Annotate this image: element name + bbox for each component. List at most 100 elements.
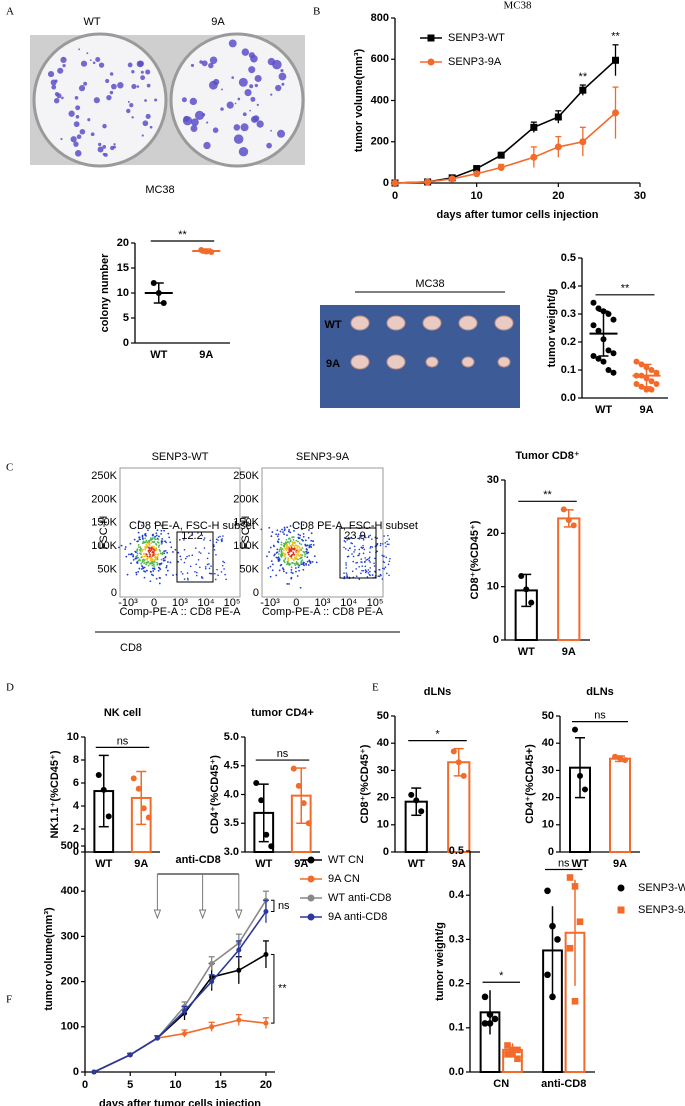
flow-event — [368, 557, 370, 560]
flow-event — [273, 554, 276, 557]
flow-event — [200, 576, 203, 579]
flow-event — [170, 546, 173, 549]
panel-letter: C — [6, 462, 13, 474]
flow-event — [288, 548, 291, 551]
data-point — [566, 944, 574, 952]
flow-event — [169, 561, 172, 564]
flow-event — [220, 571, 223, 573]
y-tick-label: 600 — [371, 53, 389, 65]
data-point — [209, 1024, 215, 1030]
flow-event — [297, 545, 300, 548]
flow-event — [132, 558, 135, 561]
data-point — [290, 765, 297, 772]
flow-event — [281, 528, 283, 531]
y-tick-label: 0.2 — [449, 978, 464, 990]
data-point — [571, 883, 579, 890]
flow-event — [135, 573, 138, 576]
flow-event — [150, 570, 152, 573]
flow-event — [271, 563, 274, 566]
flow-event — [307, 537, 310, 539]
flow-x-tick-label: -10³ — [260, 597, 280, 609]
flow-event — [288, 529, 290, 531]
flow-event — [300, 549, 303, 551]
data-point — [610, 369, 617, 376]
flow-event — [154, 553, 157, 556]
colony — [213, 78, 220, 86]
colony — [209, 56, 218, 64]
flow-event — [295, 557, 298, 560]
flow-event — [144, 558, 147, 561]
flow-event — [141, 537, 144, 540]
flow-event — [183, 561, 186, 564]
flow-event — [302, 532, 305, 535]
colony — [78, 48, 81, 51]
flow-event — [136, 552, 139, 555]
flow-event — [343, 537, 346, 539]
data-point — [554, 936, 561, 943]
flow-event — [308, 529, 310, 531]
y-tick-label: 3.5 — [224, 817, 239, 829]
flow-event — [296, 575, 299, 577]
colony — [89, 59, 92, 61]
flow-event — [277, 538, 280, 541]
flow-event — [129, 542, 132, 545]
flow-event — [345, 567, 347, 569]
flow-event — [201, 534, 204, 537]
flow-event — [203, 547, 206, 549]
flow-event — [286, 534, 288, 537]
flow-event — [353, 551, 355, 553]
flow-event — [221, 538, 223, 540]
flow-event — [291, 536, 294, 539]
flow-event — [298, 549, 301, 551]
flow-event — [306, 560, 309, 563]
flow-event — [374, 557, 376, 560]
flow-event — [291, 558, 294, 560]
y-tick-label: 0 — [123, 337, 129, 349]
data-point — [518, 573, 525, 579]
flow-event — [369, 551, 371, 553]
annotation: ** — [579, 71, 588, 83]
flow-event — [293, 530, 295, 532]
flow-event — [280, 554, 282, 557]
flow-event — [267, 567, 270, 569]
panel-letter: D — [6, 682, 14, 694]
colony — [74, 150, 82, 157]
y-tick-label: 50 — [542, 710, 554, 722]
colony — [190, 63, 195, 67]
flow-event — [147, 564, 150, 567]
flow-event — [369, 570, 371, 573]
flow-event — [189, 565, 192, 568]
legend-marker — [307, 894, 315, 902]
flow-event — [373, 562, 375, 565]
flow-event — [150, 542, 153, 545]
flow-event — [162, 557, 165, 560]
flow-event — [294, 557, 296, 560]
flow-event — [276, 529, 279, 532]
flow-event — [163, 550, 166, 553]
flow-event — [294, 564, 297, 567]
x-tick-label: 9A — [452, 858, 466, 870]
legend-marker — [307, 856, 315, 864]
data-point — [130, 775, 137, 782]
flow-event — [304, 550, 307, 553]
flow-event — [132, 554, 135, 557]
flow-event — [147, 542, 150, 545]
colony — [129, 103, 134, 108]
flow-event — [353, 545, 356, 548]
flow-event — [373, 565, 376, 567]
x-tick-label: 9A — [294, 858, 308, 870]
significance-label: ns — [594, 710, 606, 722]
flow-event — [376, 543, 379, 546]
flow-event — [282, 568, 285, 571]
legend-label: SENP3-WT — [448, 32, 505, 44]
flow-event — [343, 572, 345, 574]
flow-event — [296, 548, 298, 551]
y-tick-label: 0.1 — [561, 364, 576, 376]
flow-event — [364, 571, 367, 574]
flow-event — [144, 570, 147, 573]
flow-event — [145, 563, 148, 566]
flow-event — [140, 562, 143, 565]
flow-event — [351, 570, 354, 573]
colony — [266, 142, 272, 149]
